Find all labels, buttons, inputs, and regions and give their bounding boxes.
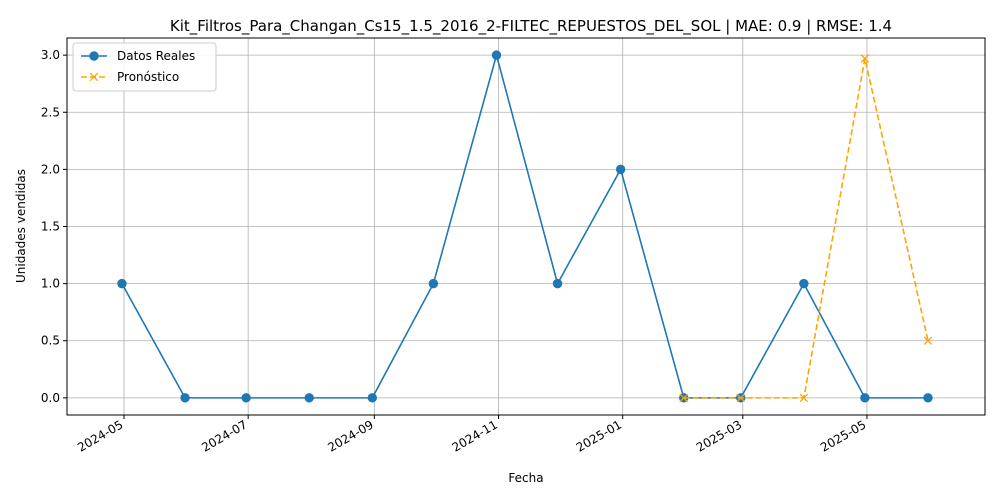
series-line bbox=[121, 52, 929, 399]
data-point bbox=[860, 393, 870, 403]
legend-marker bbox=[89, 51, 99, 61]
data-point bbox=[799, 393, 809, 403]
data-point bbox=[679, 393, 689, 403]
y-tick-label: 1.0 bbox=[41, 277, 60, 291]
y-tick-label: 0.0 bbox=[41, 391, 60, 405]
series-line bbox=[683, 58, 929, 399]
data-point bbox=[367, 393, 378, 403]
data-point bbox=[241, 393, 251, 403]
data-point bbox=[491, 50, 502, 60]
x-tick-label: 2024-09 bbox=[325, 417, 375, 454]
legend-entry: Pronóstico bbox=[81, 70, 179, 84]
data-point bbox=[736, 393, 746, 403]
y-axis: 0.0 0.5 1.0 1.5 2.0 2.5 3.0 bbox=[41, 48, 67, 405]
legend-marker bbox=[89, 72, 99, 82]
x-tick-label: 2024-07 bbox=[199, 417, 249, 454]
x-axis: 2024-05 2024-07 2024-09 2024-11 2025-01 2025-… bbox=[75, 415, 868, 455]
y-tick-label: 2.5 bbox=[41, 105, 60, 119]
x-tick-label: 2025-05 bbox=[818, 417, 868, 454]
y-tick-label: 1.5 bbox=[41, 220, 60, 234]
x-tick-label: 2025-01 bbox=[574, 417, 624, 454]
data-point bbox=[428, 278, 439, 289]
data-point bbox=[117, 278, 127, 289]
data-point bbox=[799, 278, 809, 289]
y-tick-label: 0.5 bbox=[41, 334, 60, 348]
series-layer bbox=[117, 50, 933, 403]
data-point bbox=[860, 54, 870, 63]
data-point bbox=[304, 393, 314, 403]
y-tick-label: 3.0 bbox=[41, 48, 60, 62]
data-point bbox=[923, 336, 933, 346]
y-axis-label: Unidades vendidas bbox=[14, 169, 28, 283]
x-axis-label: Fecha bbox=[508, 471, 543, 485]
data-point bbox=[180, 393, 190, 403]
legend-entry: Datos Reales bbox=[81, 49, 195, 63]
data-point bbox=[615, 164, 626, 175]
data-point bbox=[552, 278, 563, 289]
legend-label: Datos Reales bbox=[117, 49, 195, 63]
y-tick-label: 2.0 bbox=[41, 162, 60, 176]
legend: Datos Reales Pronóstico bbox=[72, 42, 217, 92]
x-tick-label: 2024-05 bbox=[75, 417, 125, 454]
series-pronostico bbox=[679, 54, 933, 403]
x-tick-label: 2025-03 bbox=[694, 417, 744, 454]
legend-label: Pronóstico bbox=[117, 70, 179, 84]
series-datos-reales bbox=[117, 50, 933, 403]
data-point bbox=[923, 393, 933, 403]
legend-box bbox=[72, 42, 217, 92]
chart-title: Kit_Filtros_Para_Changan_Cs15_1.5_2016_2… bbox=[170, 17, 892, 36]
grid bbox=[67, 38, 985, 415]
x-tick-label: 2024-11 bbox=[450, 417, 500, 454]
